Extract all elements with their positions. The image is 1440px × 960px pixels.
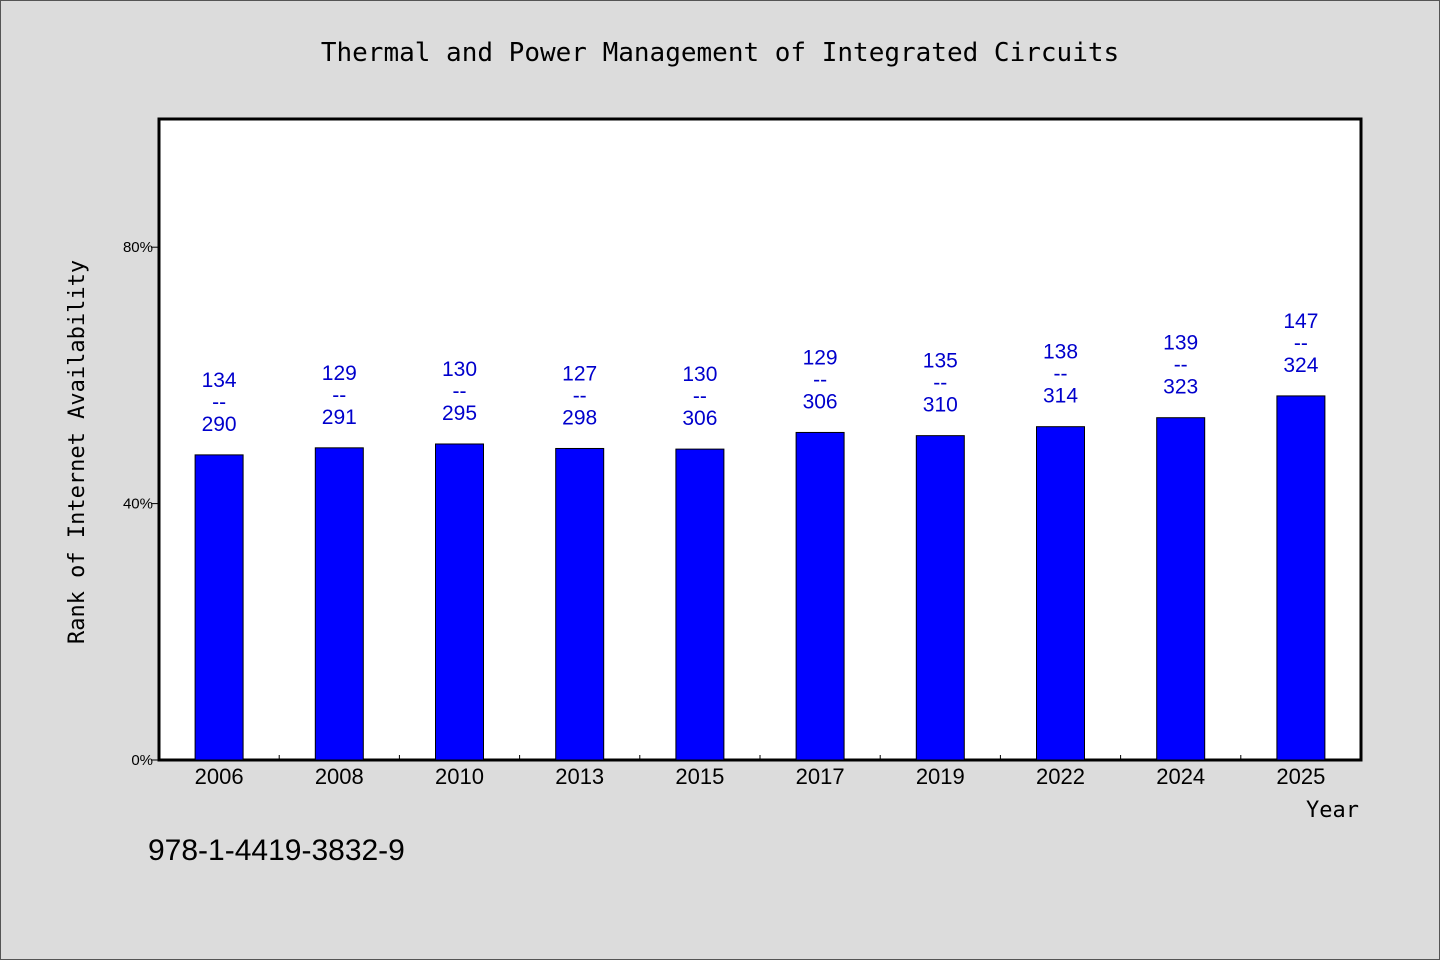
data-label-top: 130 [442,358,477,381]
isbn-footer: 978-1-4419-3832-9 [148,834,405,867]
x-tick-label: 2024 [1156,764,1205,789]
data-labels: 134--290129--291130--295127--298130--306… [202,310,1319,436]
x-tick-label: 2025 [1276,764,1325,789]
data-label-bottom: 310 [923,394,958,417]
data-label-top: 139 [1163,332,1198,355]
data-label-top: 129 [803,346,838,369]
data-label-top: 130 [682,363,717,386]
data-label-separator: -- [1174,354,1188,377]
data-label-bottom: 324 [1283,354,1318,377]
x-tick-label: 2015 [675,764,724,789]
x-axis-title: Year [1306,798,1359,823]
bar [435,443,484,761]
y-axis-title: Rank of Internet Availability [65,260,90,644]
data-label-bottom: 306 [803,390,838,413]
bar [795,431,845,761]
data-label-separator: -- [453,380,467,403]
data-label-top: 134 [202,369,237,392]
y-axis-ticks: 0% 40% 80% [123,239,159,769]
bar [915,435,965,761]
bars [194,395,1326,761]
data-label-bottom: 314 [1043,385,1078,408]
data-label-separator: -- [1054,363,1068,386]
data-label-top: 135 [923,350,958,373]
data-label-separator: -- [573,384,587,407]
x-tick-label: 2006 [195,764,244,789]
data-label-separator: -- [813,368,827,391]
data-label-top: 138 [1043,341,1078,364]
data-label-separator: -- [1294,332,1308,355]
data-label-bottom: 323 [1163,376,1198,399]
data-label-top: 127 [562,362,597,385]
y-tick-label: 40% [123,496,153,513]
bar [675,448,725,761]
y-tick-label: 80% [123,239,153,256]
data-label-separator: -- [212,391,226,414]
data-label-separator: -- [332,384,346,407]
x-tick-label: 2008 [315,764,364,789]
data-label-bottom: 295 [442,402,477,425]
data-label-separator: -- [693,385,707,408]
bar [1036,426,1085,761]
data-label-separator: -- [933,372,947,395]
data-label-top: 129 [322,362,357,385]
chart-title: Thermal and Power Management of Integrat… [321,38,1119,68]
bar [555,447,605,761]
data-label-bottom: 290 [202,413,237,436]
x-tick-label: 2017 [796,764,845,789]
x-tick-label: 2022 [1036,764,1085,789]
bar [194,454,244,761]
data-label-bottom: 291 [322,406,357,429]
data-label-bottom: 306 [682,407,717,430]
x-tick-label: 2010 [435,764,484,789]
bar [1276,395,1326,761]
x-tick-label: 2019 [916,764,965,789]
data-label-top: 147 [1283,310,1318,333]
data-label-bottom: 298 [562,406,597,429]
bar [1156,417,1206,761]
bar [314,447,364,761]
x-tick-label: 2013 [555,764,604,789]
x-axis-ticks: 2006 2008 2010 2013 2015 2017 2019 2022 2024 2025 [195,755,1325,789]
y-tick-label: 0% [131,752,153,769]
